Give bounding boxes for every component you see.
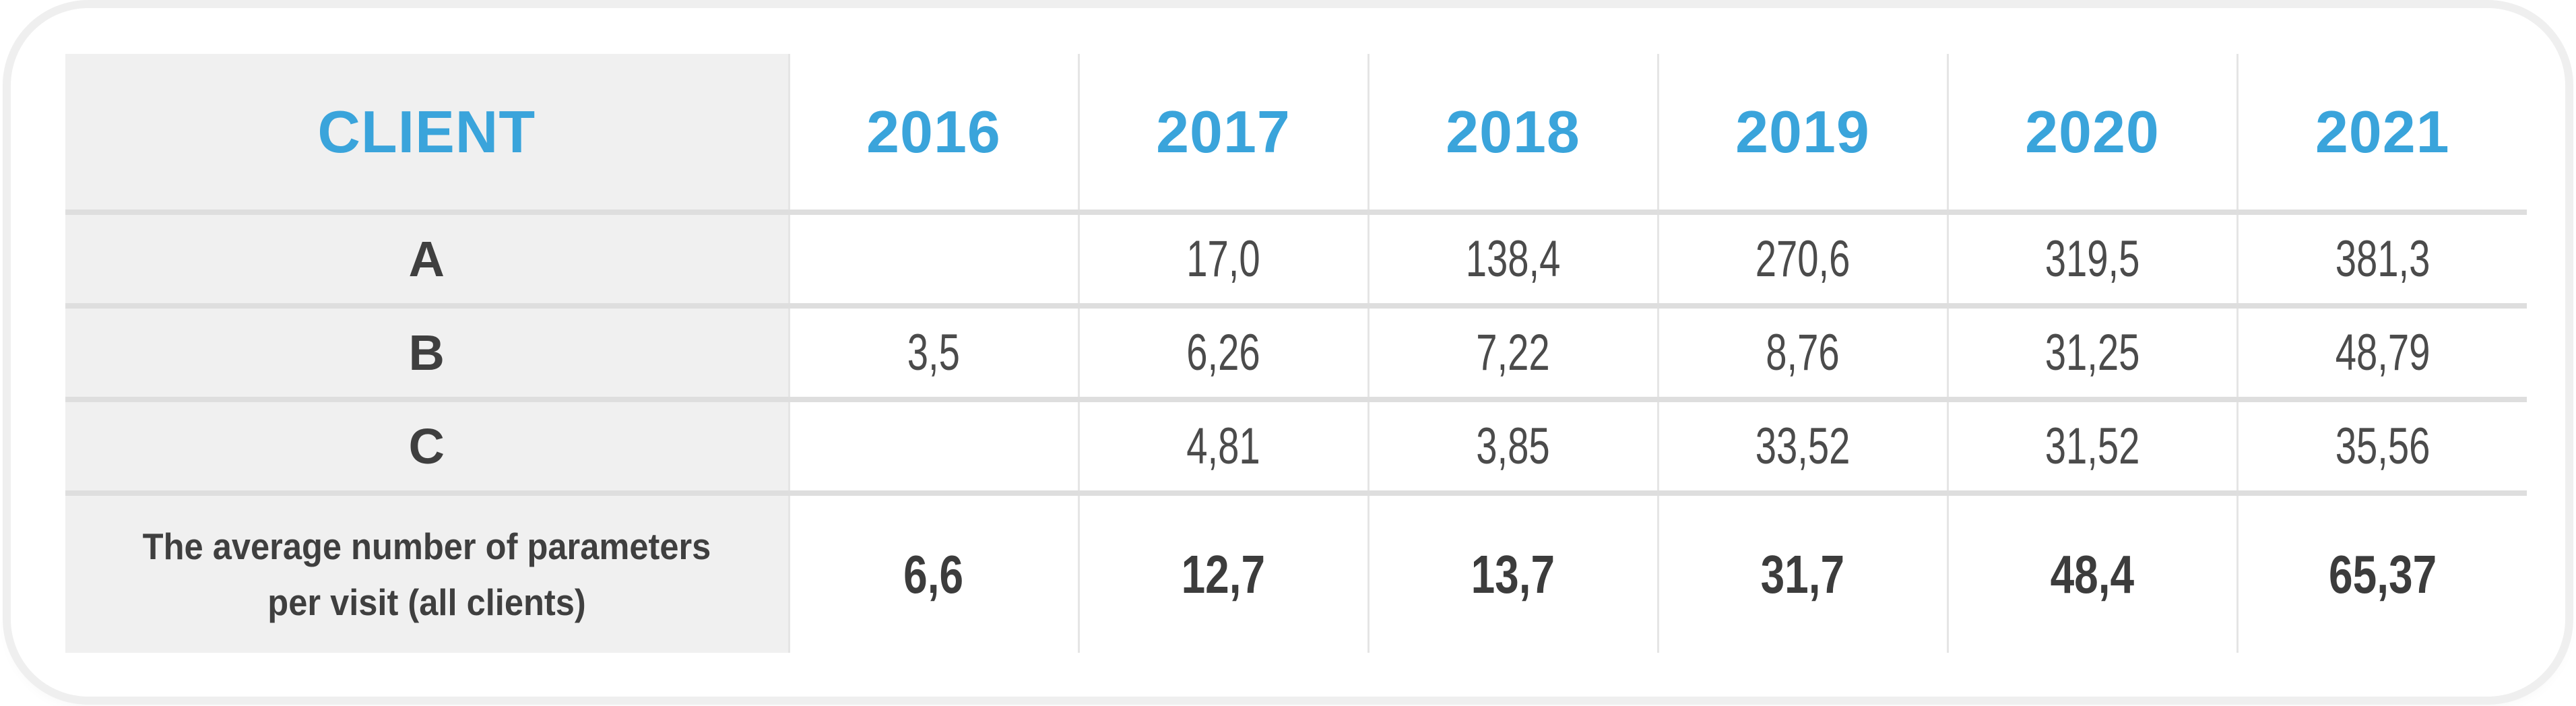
average-row-label: The average number of parameters per vis… (65, 493, 790, 653)
average-cell: 6,6 (789, 493, 1080, 653)
row-label: A (65, 212, 790, 309)
header-row: CLIENT 2016 2017 2018 2019 2020 2021 (65, 54, 2527, 215)
data-cell: 319,5 (1947, 212, 2239, 309)
table-row-c: C 4,81 3,85 33,52 31,52 35,56 (65, 399, 2527, 496)
data-cell: 48,79 (2237, 306, 2527, 402)
data-cell: 17,0 (1078, 212, 1370, 309)
header-client-label: CLIENT (317, 98, 536, 165)
table-row-a: A 17,0 138,4 270,6 319,5 381,3 (65, 212, 2527, 309)
header-2017: 2017 (1078, 54, 1370, 215)
client-parameters-table: CLIENT 2016 2017 2018 2019 2020 2021 A 1… (65, 54, 2527, 653)
header-2021: 2021 (2237, 54, 2527, 215)
data-cell: 8,76 (1658, 306, 1949, 402)
data-cell: 7,22 (1368, 306, 1659, 402)
data-cell: 31,52 (1947, 399, 2239, 496)
data-cell: 33,52 (1658, 399, 1949, 496)
table-row-b: B 3,5 6,26 7,22 8,76 31,25 48,79 (65, 306, 2527, 402)
average-cell: 31,7 (1658, 493, 1949, 653)
data-cell: 3,5 (789, 306, 1080, 402)
header-2016: 2016 (789, 54, 1080, 215)
average-cell: 13,7 (1368, 493, 1659, 653)
data-cell: 6,26 (1078, 306, 1370, 402)
header-2019: 2019 (1658, 54, 1949, 215)
data-cell: 138,4 (1368, 212, 1659, 309)
data-cell: 31,25 (1947, 306, 2239, 402)
data-cell: 4,81 (1078, 399, 1370, 496)
header-2018: 2018 (1368, 54, 1659, 215)
table-card: CLIENT 2016 2017 2018 2019 2020 2021 A 1… (11, 8, 2565, 697)
average-label-text: The average number of parameters per vis… (142, 525, 711, 623)
average-cell: 65,37 (2328, 544, 2437, 604)
average-cell: 48,4 (1947, 493, 2239, 653)
table-row-average: The average number of parameters per vis… (65, 493, 2527, 653)
header-client: CLIENT (65, 54, 790, 215)
data-cell: 3,85 (1368, 399, 1659, 496)
header-2020: 2020 (1947, 54, 2239, 215)
data-cell: 35,56 (2237, 399, 2527, 496)
row-label: C (65, 399, 790, 496)
data-cell: 381,3 (2237, 212, 2527, 309)
data-cell (789, 212, 1080, 309)
data-cell: 270,6 (1658, 212, 1949, 309)
average-cell: 12,7 (1078, 493, 1370, 653)
data-cell (789, 399, 1080, 496)
row-label: B (65, 306, 790, 402)
